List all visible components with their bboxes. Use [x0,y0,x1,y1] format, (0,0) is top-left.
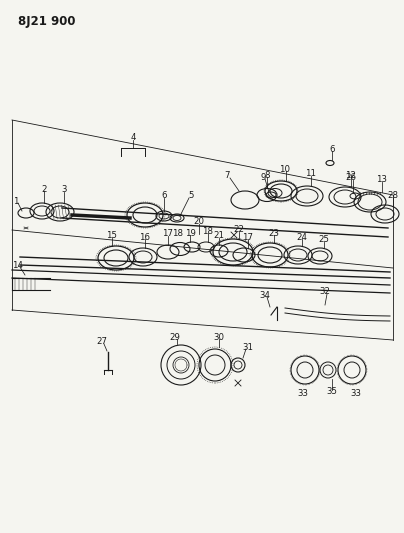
Text: 7: 7 [224,172,230,181]
Text: 4: 4 [130,133,136,142]
Text: 2: 2 [41,184,47,193]
Text: 30: 30 [213,333,225,342]
Text: 22: 22 [234,225,244,235]
Text: 19: 19 [185,229,196,238]
Text: 24: 24 [297,232,307,241]
Text: 32: 32 [320,287,330,296]
Text: 29: 29 [170,333,181,342]
Text: 31: 31 [242,343,253,351]
Text: 21: 21 [213,231,225,240]
Text: 15: 15 [107,231,118,240]
Text: 25: 25 [318,236,330,245]
Text: 6: 6 [161,191,167,200]
Text: 9: 9 [260,173,266,182]
Text: 17: 17 [242,232,253,241]
Text: 8: 8 [264,171,270,180]
Text: 13: 13 [377,175,387,184]
Text: 18: 18 [202,227,213,236]
Text: 28: 28 [387,191,398,200]
Text: 11: 11 [305,169,316,179]
Text: 5: 5 [188,191,194,200]
Text: 1: 1 [13,197,19,206]
Text: 16: 16 [139,232,151,241]
Text: 33: 33 [297,390,309,399]
Text: 33: 33 [351,390,362,399]
Text: 10: 10 [280,165,290,174]
Text: 6: 6 [329,144,335,154]
Text: 35: 35 [326,387,337,397]
Text: 20: 20 [194,217,204,227]
Text: 26: 26 [345,174,356,182]
Text: 14: 14 [13,261,23,270]
Text: 34: 34 [259,290,271,300]
Text: 27: 27 [97,337,107,346]
Text: 3: 3 [61,185,67,195]
Text: 23: 23 [269,229,280,238]
Text: 8J21 900: 8J21 900 [18,15,76,28]
Text: 18: 18 [173,229,183,238]
Text: 17: 17 [162,230,173,238]
Text: 12: 12 [345,171,356,180]
